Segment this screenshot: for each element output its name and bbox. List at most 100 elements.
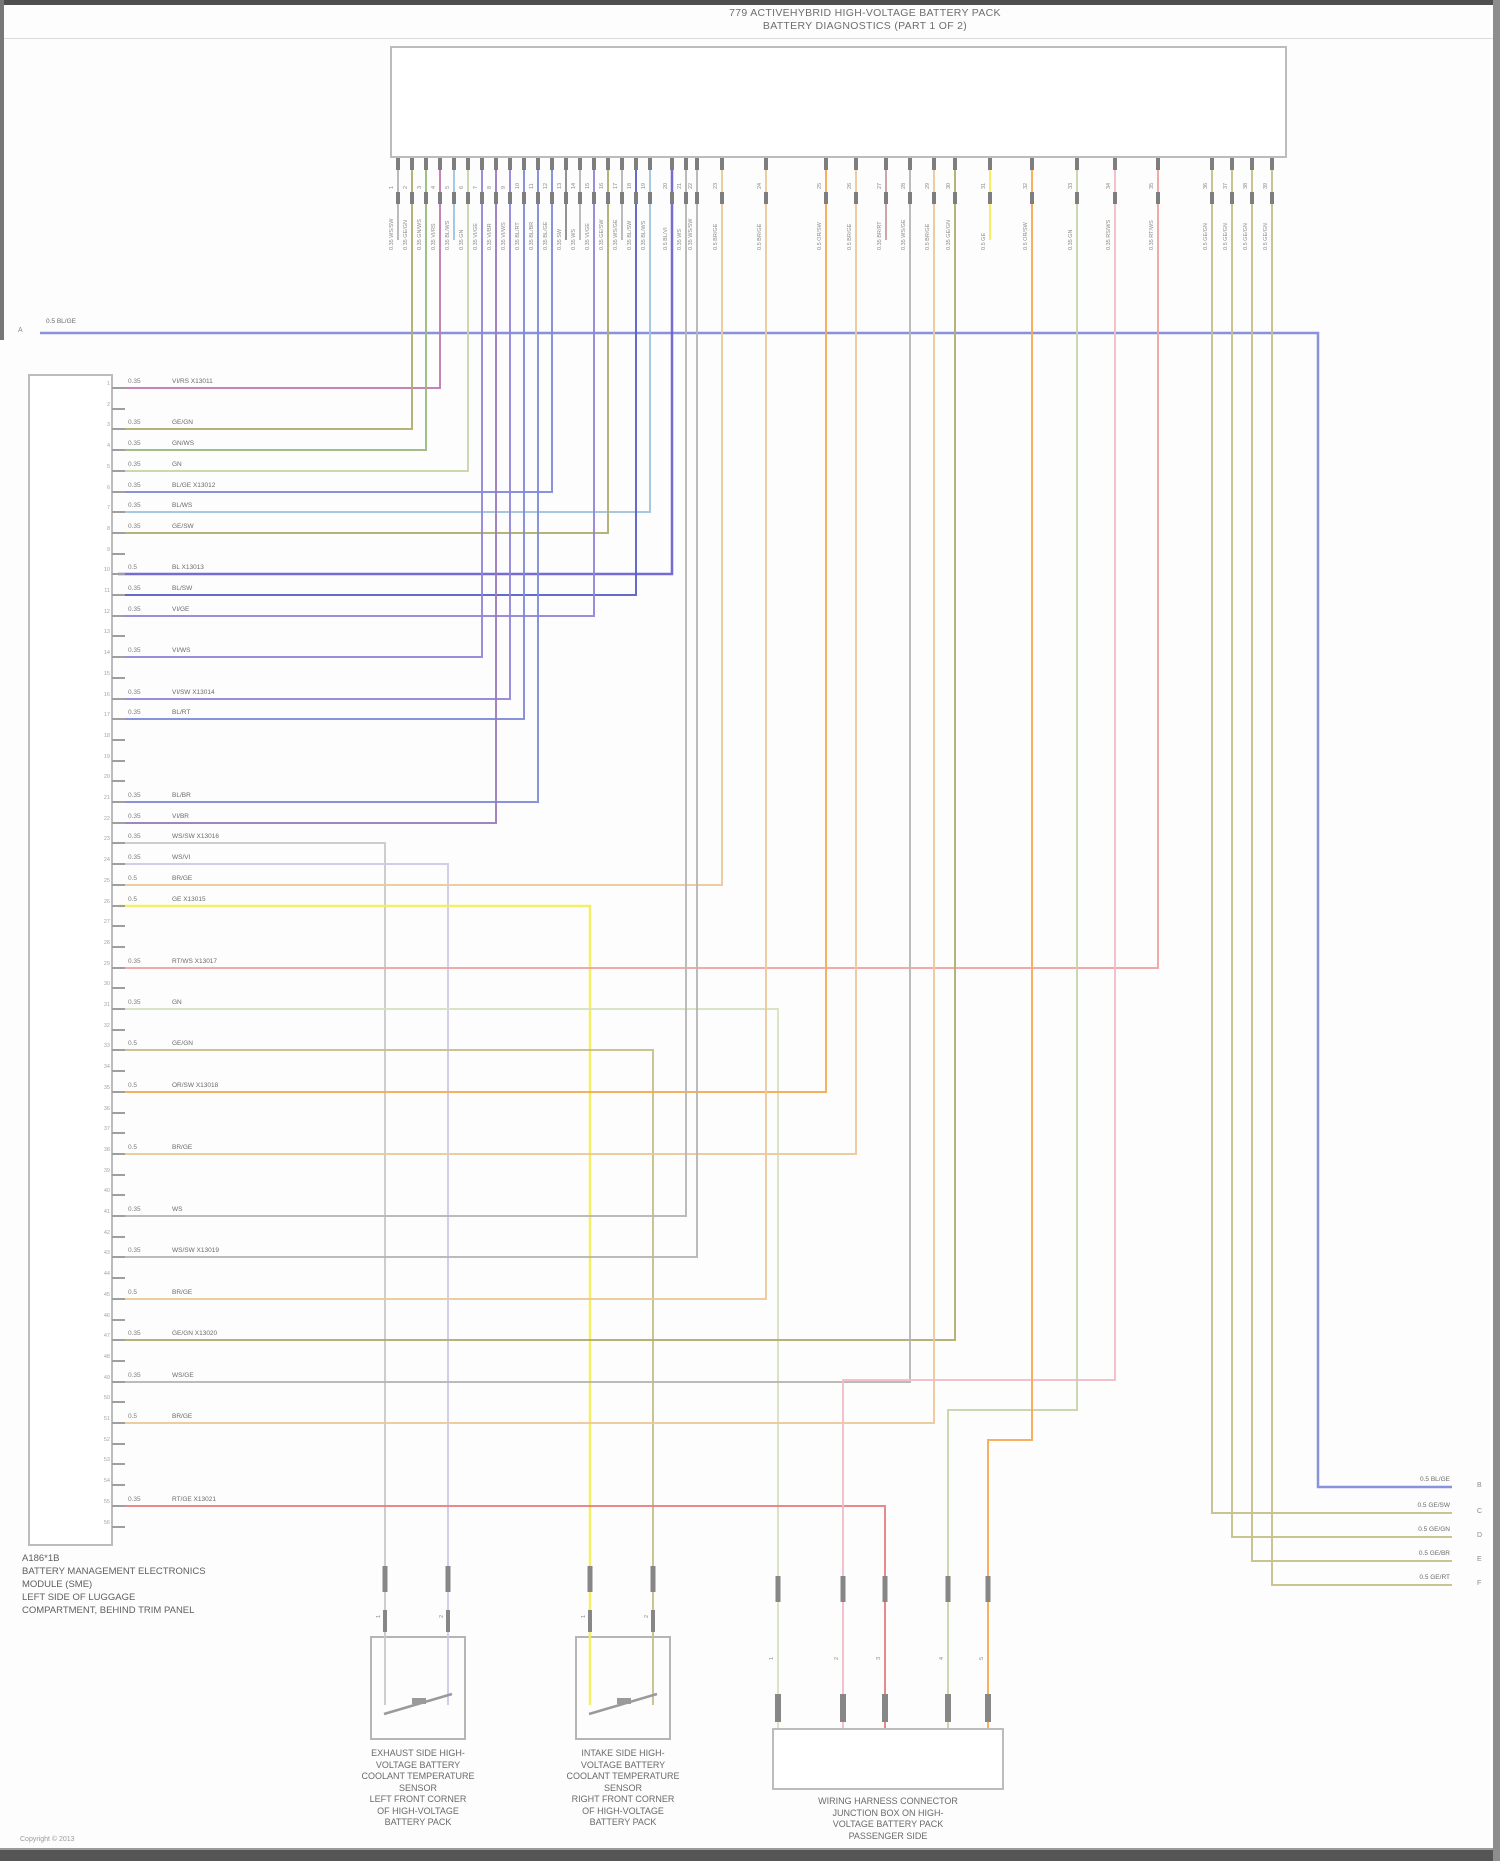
- left-pin-code: WS/SW X13019: [172, 1247, 219, 1254]
- left-pin-stub: [112, 1256, 125, 1258]
- left-pin-code: BL/WS: [172, 502, 193, 509]
- left-pin-stub: [112, 532, 125, 534]
- right-term-code: 0.5 GE/GN: [1418, 1526, 1450, 1533]
- page-border-bottom: [0, 1848, 1500, 1861]
- top-pin-number: 27: [877, 182, 883, 189]
- left-pin-gauge: 0.35: [128, 833, 141, 840]
- left-pin-number: 26: [103, 899, 110, 905]
- top-pin-wire-code: 0.35 GE/GN: [946, 220, 952, 250]
- left-pin-code: VI/GE: [172, 606, 190, 613]
- left-pin-stub: [112, 491, 125, 493]
- top-pin-number: 19: [641, 182, 647, 189]
- left-pin-stub: [112, 822, 125, 824]
- wire-gray-row49: [118, 160, 911, 1383]
- top-pin-wire-code: 0.5 BR/GE: [925, 223, 931, 250]
- wire-blue-row6: [118, 160, 553, 493]
- sme-label-line: BATTERY MANAGEMENT ELECTRONICS: [22, 1566, 206, 1577]
- left-pin-gauge: 0.35: [128, 482, 141, 489]
- sensor-label-line: LEFT FRONT CORNER: [369, 1794, 467, 1804]
- sensor-label-line: INTAKE SIDE HIGH-: [581, 1748, 665, 1758]
- junction-label-line: VOLTAGE BATTERY PACK: [832, 1819, 944, 1829]
- top-pin-number: 28: [901, 182, 907, 189]
- left-pin-stub: [112, 1049, 125, 1051]
- left-pin-stub: [112, 1298, 125, 1300]
- sme-connector-box: [28, 374, 113, 1546]
- top-pin-wire-code: 0.35 WS: [677, 228, 683, 250]
- left-pin-stub: [112, 946, 125, 948]
- sensor-label-line: OF HIGH-VOLTAGE: [377, 1805, 459, 1816]
- left-pin-gauge: 0.5: [128, 564, 138, 571]
- left-pin-stub: [112, 1153, 125, 1155]
- temp-sensor-box-2: [575, 1636, 671, 1740]
- top-pin-number: 35: [1149, 182, 1155, 189]
- left-pin-code: VI/WS: [172, 647, 191, 654]
- left-pin-number: 27: [103, 919, 110, 925]
- left-pin-number: 37: [103, 1126, 110, 1132]
- left-pin-code: VI/RS X13011: [172, 378, 213, 385]
- left-pin-stub: [112, 1070, 125, 1072]
- left-pin-number: 56: [103, 1520, 110, 1526]
- left-pin-number: 44: [103, 1271, 110, 1277]
- right-term-code: 0.5 GE/SW: [1417, 1502, 1450, 1509]
- top-pin-number: 39: [1263, 182, 1269, 189]
- top-pin-number: 23: [713, 182, 719, 189]
- left-pin-code: WS/GE: [172, 1372, 194, 1379]
- left-pin-number: 39: [103, 1168, 110, 1174]
- sensor-label-line: EXHAUST SIDE HIGH-: [371, 1748, 465, 1758]
- left-pin-number: 22: [103, 816, 110, 822]
- top-pin-wire-code: 0.35 RS/WS: [1106, 219, 1112, 250]
- left-pin-code: BL/GE X13012: [172, 482, 216, 489]
- wire-dkblue-row11: [118, 160, 637, 596]
- left-pin-number: 36: [103, 1106, 110, 1112]
- left-pin-number: 42: [103, 1230, 110, 1236]
- left-pin-number: 9: [106, 547, 110, 553]
- sensor-label-line: OF HIGH-VOLTAGE: [582, 1805, 664, 1816]
- top-pin-wire-code: 0.35 BL/WS: [641, 220, 647, 250]
- page-border-left: [0, 0, 4, 340]
- wire-olive-row3: [118, 160, 413, 430]
- top-pin-number: 33: [1068, 182, 1074, 189]
- left-pin-number: 52: [103, 1437, 110, 1443]
- top-pin-number: 18: [627, 182, 633, 189]
- right-term-ref: F: [1477, 1580, 1482, 1587]
- left-pin-number: 15: [103, 671, 110, 677]
- junction-label-line: WIRING HARNESS CONNECTOR: [818, 1796, 958, 1806]
- left-pin-number: 21: [103, 795, 110, 801]
- top-pin-wire-code: 0.35 BR/RT: [877, 221, 883, 250]
- wire-olive-row8: [118, 160, 609, 534]
- top-pin-number: 4: [431, 185, 437, 189]
- left-pin-number: 30: [103, 981, 110, 987]
- junction-pin-number: 3: [876, 1656, 882, 1660]
- left-pin-stub: [112, 408, 125, 410]
- top-pin-wire-code: 0.35 BL/WS: [445, 220, 451, 250]
- left-pin-number: 46: [103, 1313, 110, 1319]
- temp-sensor-box-1: [370, 1636, 466, 1740]
- wire-orange-row35: [118, 160, 827, 1093]
- left-pin-number: 18: [103, 733, 110, 739]
- top-pin-number: 1: [389, 185, 395, 189]
- wire-tan-row45: [118, 160, 767, 1300]
- left-pin-stub: [112, 1484, 125, 1486]
- top-pin-wire-code: 0.5 BR/GE: [713, 223, 719, 250]
- wire-red-jb3: [118, 1505, 886, 1728]
- wire-olive-row47: [118, 160, 956, 1341]
- top-pin-wire-code: 0.5 GE/GN: [1203, 223, 1209, 250]
- sme-module-label: A186*1B BATTERY MANAGEMENT ELECTRONICS MOD…: [22, 1552, 206, 1617]
- left-pin-code: GE/GN: [172, 419, 193, 426]
- wire-orange-jb5: [987, 160, 1033, 1728]
- left-pin-stub: [112, 1174, 125, 1176]
- left-pin-stub: [112, 1381, 125, 1383]
- wire-purple-row22: [118, 160, 497, 824]
- left-pin-gauge: 0.35: [128, 689, 141, 696]
- left-pin-stub: [112, 1236, 125, 1238]
- sensor-pin-number: 2: [439, 1614, 445, 1618]
- top-pin-number: 11: [529, 183, 535, 189]
- left-pin-number: 23: [103, 836, 110, 842]
- top-pin-wire-code: 0.5 GE/GN: [1223, 223, 1229, 250]
- top-pin-wire-code: 0.35 VI/WS: [501, 222, 507, 250]
- left-pin-code: BL X13013: [172, 564, 204, 571]
- top-pin-number: 16: [599, 182, 605, 189]
- sensor-label-line: BATTERY PACK: [589, 1817, 657, 1827]
- wire-tan-row51: [118, 160, 935, 1424]
- left-pin-code: GN: [172, 999, 182, 1006]
